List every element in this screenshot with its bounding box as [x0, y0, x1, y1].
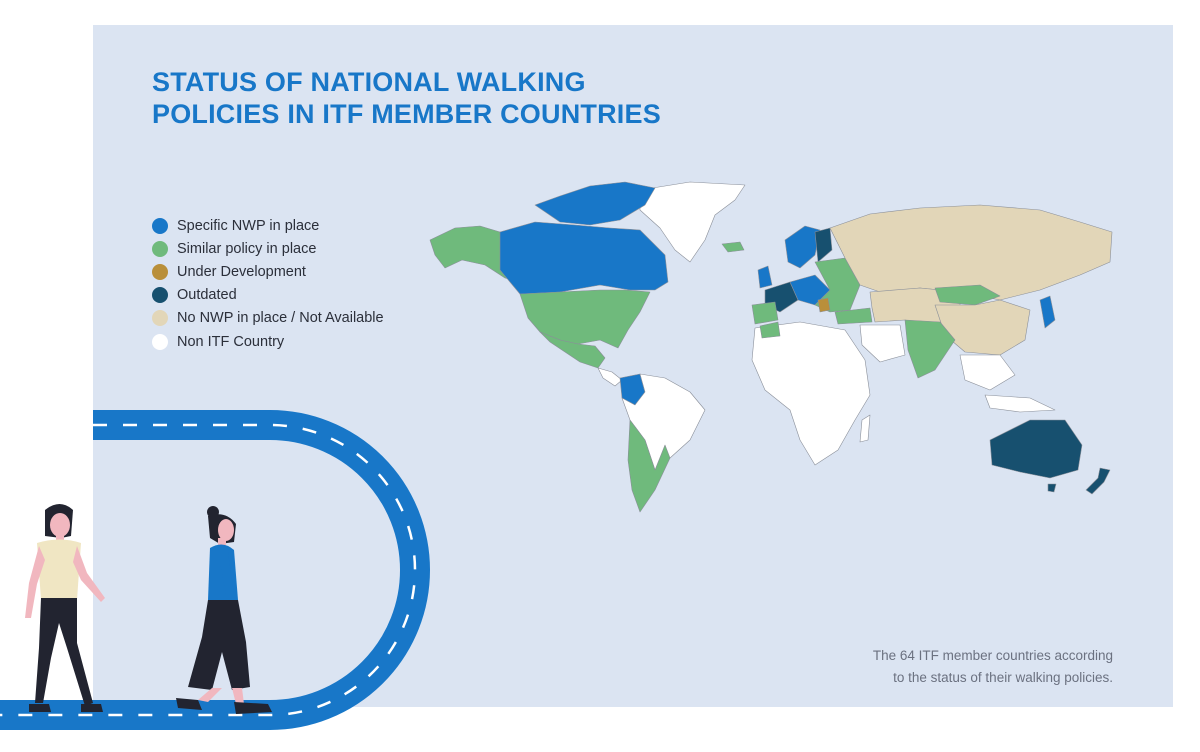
region-usa	[519, 289, 651, 349]
legend-item-outdated: Outdated	[152, 284, 384, 307]
legend-item-similar-policy: Similar policy in place	[152, 237, 384, 260]
region-southern-cone	[627, 419, 671, 513]
legend-swatch-specific-nwp	[152, 217, 168, 234]
legend-item-no-nwp: No NWP in place / Not Available	[152, 307, 384, 330]
caption-line-2: to the status of their walking policies.	[893, 670, 1113, 685]
region-madagascar	[859, 414, 871, 443]
region-central-america	[597, 367, 623, 387]
region-greenland	[639, 181, 746, 263]
region-north-africa-member	[759, 321, 781, 339]
legend-label-outdated: Outdated	[177, 287, 237, 304]
region-russia	[829, 204, 1113, 301]
region-scandinavia	[784, 225, 821, 269]
legend-label-specific-nwp: Specific NWP in place	[177, 217, 320, 234]
region-indonesia	[984, 394, 1056, 413]
region-turkey	[834, 307, 873, 325]
title-line-2: POLICIES IN ITF MEMBER COUNTRIES	[152, 99, 661, 129]
map-caption: The 64 ITF member countries according to…	[873, 645, 1113, 689]
legend-swatch-non-itf	[152, 333, 168, 350]
walking-woman-left	[25, 504, 105, 712]
region-iberia	[751, 301, 779, 325]
legend-swatch-under-development	[152, 263, 168, 280]
caption-line-1: The 64 ITF member countries according	[872, 648, 1113, 663]
region-uk	[757, 265, 773, 289]
region-balkans	[817, 297, 831, 313]
legend-label-similar-policy: Similar policy in place	[177, 240, 317, 257]
legend-swatch-similar-policy	[152, 240, 168, 257]
title-line-1: STATUS OF NATIONAL WALKING	[152, 67, 586, 97]
region-tasmania	[1047, 483, 1057, 493]
walking-woman-right	[176, 506, 272, 714]
region-iceland	[721, 241, 745, 253]
region-australia	[989, 419, 1083, 479]
legend-item-non-itf: Non ITF Country	[152, 330, 384, 353]
region-japan	[1039, 295, 1056, 329]
legend-label-under-development: Under Development	[177, 263, 306, 280]
region-new-zealand	[1085, 467, 1111, 495]
legend-label-no-nwp: No NWP in place / Not Available	[177, 310, 384, 327]
region-india	[904, 319, 956, 379]
map-legend: Specific NWP in place Similar policy in …	[152, 214, 384, 353]
legend-label-non-itf: Non ITF Country	[177, 333, 285, 350]
region-canada-islands	[534, 181, 656, 226]
region-mongolia	[934, 284, 1001, 306]
page-title: STATUS OF NATIONAL WALKING POLICIES IN I…	[152, 66, 712, 130]
region-canada	[499, 221, 669, 295]
legend-swatch-outdated	[152, 287, 168, 304]
region-arabia	[859, 324, 906, 363]
region-finland	[814, 227, 833, 263]
legend-item-under-development: Under Development	[152, 260, 384, 283]
legend-item-specific-nwp: Specific NWP in place	[152, 214, 384, 237]
region-mexico	[539, 331, 606, 369]
region-southeast-asia	[959, 354, 1016, 391]
world-map	[429, 181, 1113, 513]
legend-swatch-no-nwp	[152, 310, 168, 327]
region-africa	[751, 321, 871, 466]
